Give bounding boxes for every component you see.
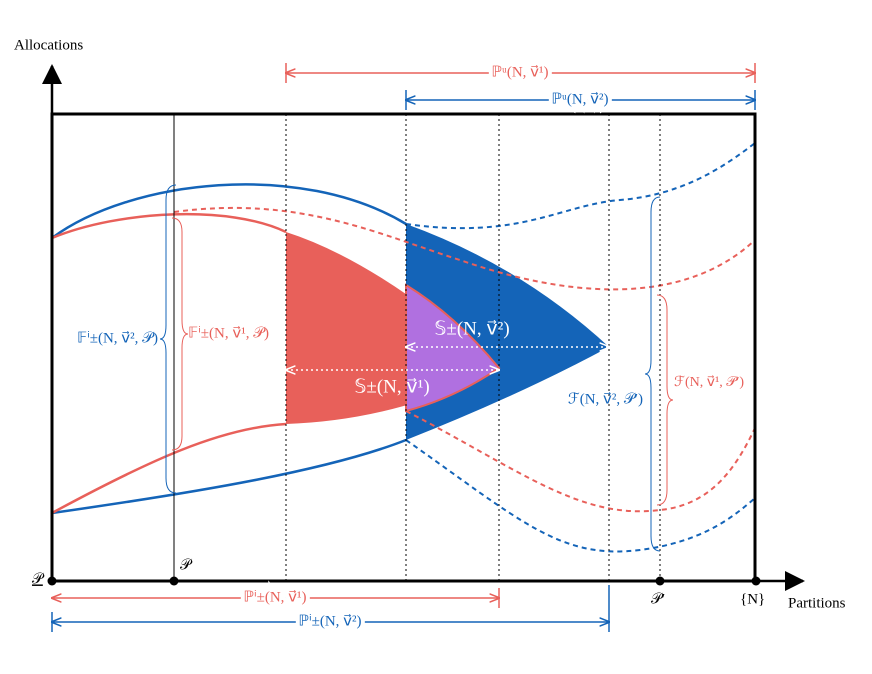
braces: [159, 184, 674, 552]
tick-label: 𝒫: [32, 571, 45, 587]
range-label: ℙᵘ(N, v⃗²): [551, 91, 608, 107]
x-axis-label: Partitions: [788, 595, 846, 611]
range-arrows: [52, 63, 755, 632]
brace-label: ℱ(N, v⃗², 𝒫′): [568, 391, 643, 407]
brace-label: 𝔽ⁱ±(N, v⃗¹, 𝒫): [188, 325, 269, 341]
tick-label: 𝒫: [180, 557, 193, 573]
tick-label: 𝒫′: [651, 591, 665, 607]
tick-label: {N}: [740, 591, 765, 607]
range-label: ℙⁱ±(N, v⃗¹): [243, 589, 306, 605]
brace-label: ℱ(N, v⃗¹, 𝒫′): [674, 375, 744, 390]
axis-points: [47, 576, 761, 586]
range-label: ℙⁱ±(N, v⃗²): [298, 613, 361, 629]
brace-label: 𝔽ⁱ±(N, v⃗², 𝒫): [77, 330, 158, 346]
y-axis-label: Allocations: [14, 37, 83, 53]
region-label: 𝕊±(N, v⃗²): [434, 318, 509, 339]
range-label: ℙᵘ(N, v⃗¹): [491, 64, 548, 80]
curves: [51, 142, 756, 553]
guides: [173, 114, 661, 581]
region-label: 𝕊±(N, v⃗¹): [354, 376, 429, 397]
